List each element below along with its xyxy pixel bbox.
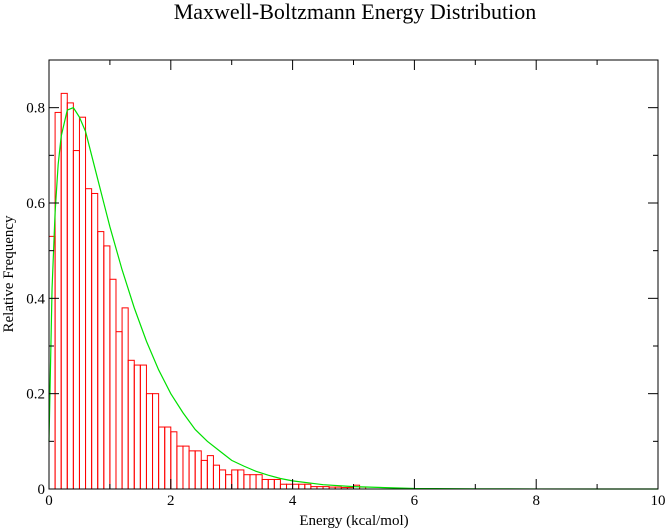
histogram-bars <box>48 92 367 490</box>
y-tick-label: 0.6 <box>26 196 45 212</box>
x-tick-label: 0 <box>45 493 53 509</box>
x-tick-label: 8 <box>532 493 540 509</box>
histogram-bar <box>66 102 74 490</box>
histogram-bar <box>133 364 141 490</box>
histogram-bar <box>225 474 233 490</box>
x-axis: 0 2 4 6 8 10 <box>45 60 666 509</box>
histogram-bar <box>127 359 135 490</box>
histogram-bar <box>115 331 123 490</box>
histogram-bar <box>145 393 154 490</box>
x-tick-label: 6 <box>411 493 419 509</box>
histogram-bar <box>206 455 214 490</box>
histogram-bar <box>212 464 221 490</box>
y-tick-label: 0.8 <box>26 101 45 117</box>
histogram-bar <box>237 469 245 490</box>
y-axis: 0 0.2 0.4 0.6 0.8 <box>26 101 658 498</box>
histogram-bar <box>139 364 147 490</box>
histogram-bar <box>164 426 172 490</box>
x-axis-label: Energy (kcal/mol) <box>299 513 408 528</box>
histogram-bar <box>60 92 68 490</box>
histogram-bar <box>292 483 300 490</box>
y-tick-label: 0.2 <box>26 387 45 403</box>
histogram-bar <box>78 116 87 490</box>
histogram-bar <box>219 469 227 490</box>
x-tick-label: 4 <box>289 493 297 509</box>
x-tick-label: 10 <box>651 493 666 509</box>
fit-curve-layer <box>48 106 658 490</box>
histogram-bar <box>200 459 208 490</box>
histogram-bar <box>176 445 184 490</box>
histogram-bar <box>188 450 196 490</box>
y-tick-label: 0 <box>38 482 46 498</box>
chart-title: Maxwell-Boltzmann Energy Distribution <box>174 0 537 24</box>
histogram-bar <box>255 474 263 490</box>
histogram-bar <box>109 278 117 490</box>
histogram-bar <box>170 431 178 490</box>
histogram-bar <box>158 426 166 490</box>
histogram-bar <box>85 188 93 490</box>
histogram-bar <box>72 150 80 490</box>
histogram-bar <box>91 192 99 490</box>
histogram-bar <box>273 478 281 490</box>
y-tick-label: 0.4 <box>26 291 45 307</box>
histogram-bar <box>261 478 269 490</box>
histogram-bar <box>279 483 288 490</box>
histogram-bar <box>182 445 190 490</box>
histogram-bar <box>121 307 129 490</box>
histogram-bar <box>298 483 306 490</box>
histogram-bar <box>231 469 239 490</box>
y-axis-label: Relative Frequency <box>1 215 17 333</box>
histogram-bar <box>286 483 294 490</box>
histogram-bar <box>97 231 105 490</box>
fit-curve <box>48 106 658 490</box>
histogram-bar <box>103 245 111 490</box>
histogram-bar <box>249 474 257 490</box>
histogram-bar <box>243 474 251 490</box>
histogram-bar <box>267 478 275 490</box>
x-tick-label: 2 <box>167 493 175 509</box>
histogram-bar <box>194 450 202 490</box>
histogram-bar <box>152 393 160 490</box>
histogram-bar <box>304 483 312 490</box>
